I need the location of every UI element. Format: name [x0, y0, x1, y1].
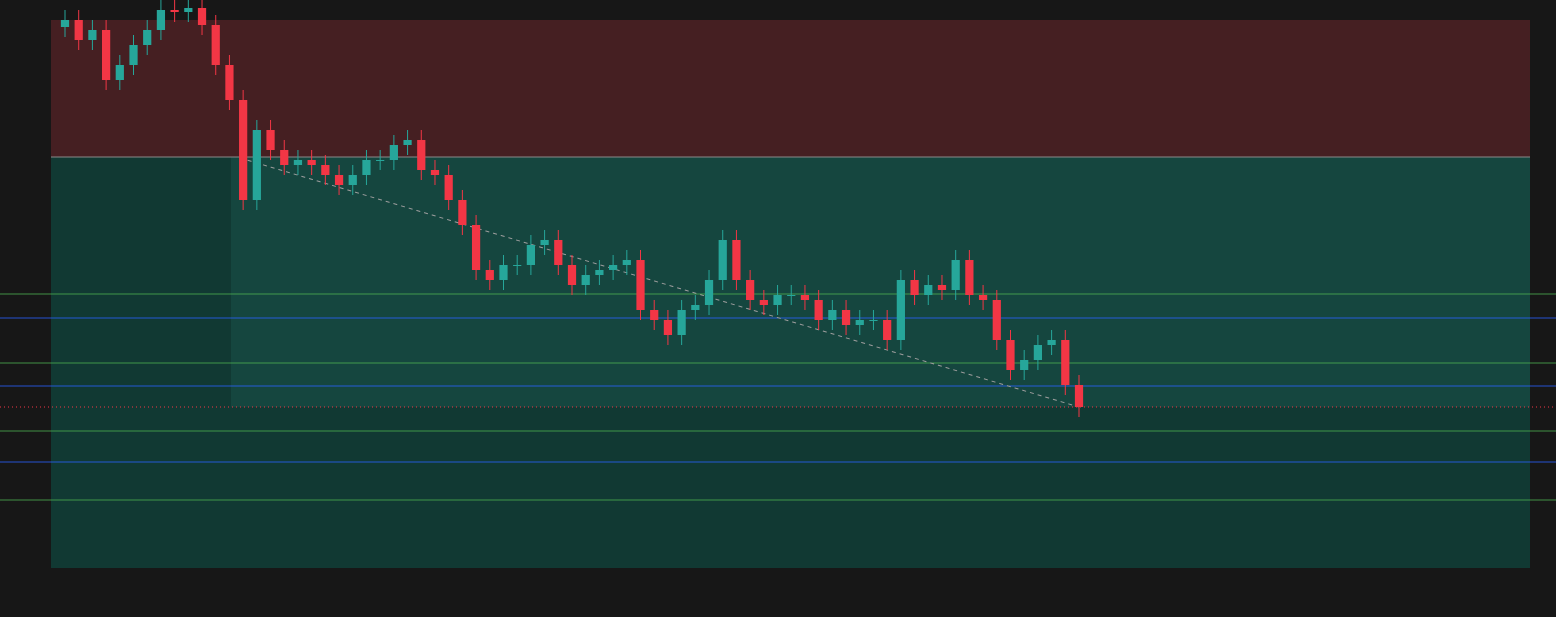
- candle-body: [554, 240, 563, 265]
- candle-body: [184, 8, 193, 12]
- candle-body: [417, 140, 426, 170]
- candle-body: [540, 240, 549, 245]
- candle-body: [143, 30, 152, 45]
- candle-body: [691, 305, 700, 310]
- candle-body: [855, 320, 864, 325]
- candle-body: [608, 265, 618, 270]
- candle-body: [992, 300, 1001, 340]
- candle-body: [225, 65, 234, 100]
- zone: [51, 20, 1530, 157]
- candle-body: [321, 165, 330, 175]
- candle-body: [266, 130, 275, 150]
- candle-body: [458, 200, 467, 225]
- candle-body: [841, 310, 851, 325]
- candle-body: [403, 140, 412, 145]
- candle-body: [773, 295, 782, 305]
- trend-line: [239, 157, 1080, 408]
- candle-body: [595, 270, 604, 275]
- candle-body: [1074, 385, 1084, 407]
- candle-body: [526, 245, 536, 265]
- candle-body: [937, 285, 947, 290]
- candle-body: [663, 320, 673, 335]
- candle-body: [293, 160, 303, 165]
- candle-body: [170, 10, 179, 12]
- candle-body: [239, 100, 248, 200]
- candle-body: [581, 275, 590, 285]
- candle-body: [1033, 345, 1043, 360]
- candle-body: [197, 8, 207, 25]
- candle-body: [485, 270, 494, 280]
- candle-body: [814, 300, 823, 320]
- candle-body: [101, 30, 111, 80]
- shade: [51, 407, 1530, 568]
- candle-body: [924, 285, 933, 295]
- candle-body: [965, 260, 974, 295]
- candle-body: [746, 280, 755, 300]
- candle-body: [348, 175, 357, 185]
- candle-body: [978, 295, 988, 300]
- candle-body: [513, 265, 522, 266]
- candle-body: [869, 320, 878, 321]
- candle-body: [704, 280, 714, 305]
- candle-body: [622, 260, 631, 265]
- candle-body: [910, 280, 919, 295]
- candle-body: [252, 130, 261, 200]
- shade: [51, 157, 231, 407]
- candle-body: [883, 320, 892, 340]
- candle-body: [759, 300, 768, 305]
- candle-body: [60, 20, 70, 27]
- candle-body: [156, 10, 166, 30]
- candle-body: [499, 265, 508, 280]
- candle-body: [376, 160, 385, 161]
- candle-body: [362, 160, 371, 175]
- candle-body: [211, 25, 220, 65]
- candle-body: [88, 30, 97, 40]
- candle-body: [115, 65, 124, 80]
- candle-body: [444, 175, 453, 200]
- candle-body: [1047, 340, 1056, 345]
- candle-body: [74, 20, 83, 40]
- candle-body: [718, 240, 727, 280]
- candle-body: [650, 310, 659, 320]
- candle-body: [129, 45, 138, 65]
- candle-body: [896, 280, 905, 340]
- candle-body: [677, 310, 686, 335]
- candle-body: [828, 310, 837, 320]
- candle-body: [1006, 340, 1015, 370]
- candle-body: [636, 260, 645, 310]
- candle-body: [307, 160, 316, 165]
- candle-body: [732, 240, 741, 280]
- candle-body: [280, 150, 289, 165]
- candle-body: [567, 265, 577, 285]
- candle-body: [334, 175, 344, 185]
- candle-body: [800, 295, 810, 300]
- candle-body: [471, 225, 481, 270]
- candle-body: [430, 170, 440, 175]
- candle-body: [1061, 340, 1070, 385]
- candle-body: [1020, 360, 1029, 370]
- candle-body: [787, 295, 796, 296]
- candle-body: [951, 260, 960, 290]
- candle-body: [389, 145, 398, 160]
